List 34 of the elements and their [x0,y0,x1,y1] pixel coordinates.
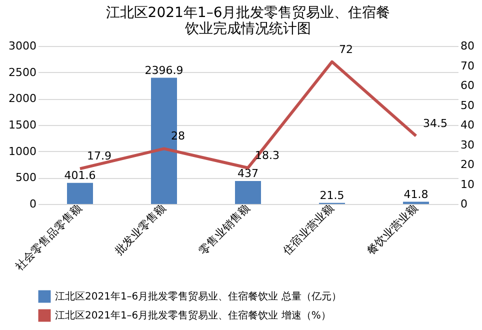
y-tick-label: 3000 [8,40,36,52]
legend-label: 江北区2021年1–6月批发零售贸易业、住宿餐饮业 增速（%） [55,310,331,322]
y2-tick-label: 10 [460,178,474,191]
bar [67,182,93,204]
y2-tick-label: 30 [460,138,474,152]
y-tick-label: 1500 [8,118,36,132]
y-tick-label: 0 [30,198,36,210]
y2-tick-label: 50 [460,98,474,112]
x-tick-label: 餐饮业营业额 [364,202,420,258]
data-label: 17.9 [87,150,112,163]
data-label: 437 [238,166,258,180]
y-tick-label: 2000 [8,92,36,106]
line-series [78,60,418,170]
legend-label: 江北区2021年1–6月批发零售贸易业、住宿餐饮业 总量（亿元） [55,290,342,302]
data-label: 34.5 [423,116,448,130]
y-tick-label: 500 [16,171,36,184]
y2-tick-label: 80 [460,40,474,52]
y2-tick-label: 40 [460,118,474,132]
y-tick-label: 1000 [8,144,36,158]
data-label: 401.6 [64,168,96,182]
data-label: 2396.9 [144,64,184,77]
y2-tick-label: 0 [460,198,468,210]
y2-tick-label: 60 [460,79,474,92]
data-label: 72 [339,42,353,56]
y2-tick-label: 70 [460,59,474,72]
x-tick-label: 零售业销售额 [196,202,252,258]
data-label: 21.5 [320,188,344,202]
data-label: 41.8 [404,188,428,201]
chart-title: 江北区2021年1–6月批发零售贸易业、住宿餐饮业完成情况统计图 [106,5,390,37]
bar [235,180,261,204]
y-tick-label: 2500 [8,66,36,79]
y2-tick-label: 20 [460,158,474,171]
x-tick-label: 住宿业营业额 [280,202,336,258]
x-tick-label: 批发业零售额 [112,202,168,258]
